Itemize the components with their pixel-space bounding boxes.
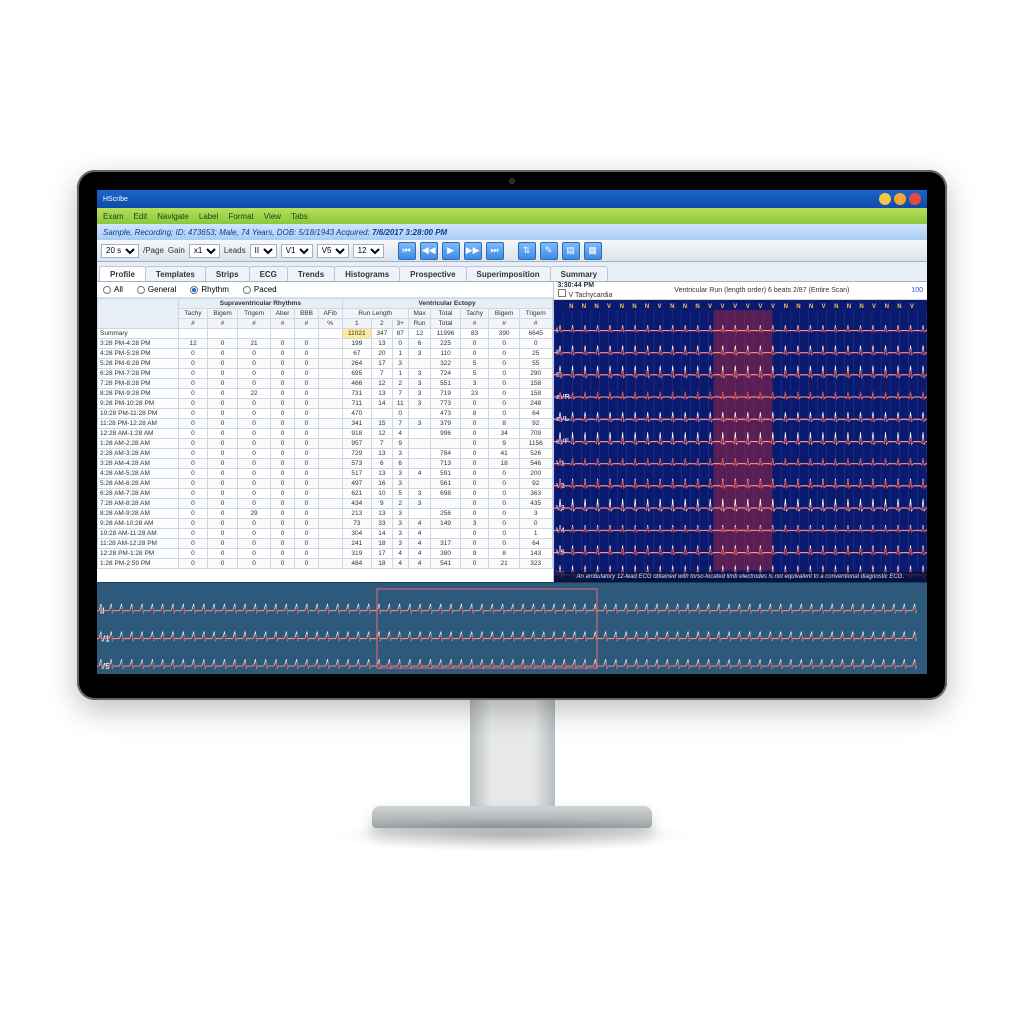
svg-text:N: N <box>783 304 787 310</box>
svg-text:N: N <box>796 304 800 310</box>
svg-text:V: V <box>758 304 762 310</box>
tool-edit-button[interactable]: ✎ <box>540 242 558 260</box>
svg-text:V: V <box>871 304 875 310</box>
svg-text:V: V <box>733 304 737 310</box>
svg-text:N: N <box>682 304 686 310</box>
svg-text:N: N <box>644 304 648 310</box>
menu-item[interactable]: Format <box>228 212 253 221</box>
window-maximize-icon[interactable] <box>894 193 906 205</box>
title-bar: HScribe <box>97 190 927 208</box>
svg-text:V: V <box>771 304 775 310</box>
ecg-panel: 3:30:44 PM V Tachycardia Ventricular Run… <box>554 282 928 582</box>
tab-strips[interactable]: Strips <box>205 266 250 281</box>
svg-text:N: N <box>594 304 598 310</box>
tab-summary[interactable]: Summary <box>550 266 608 281</box>
forward-button[interactable]: ▶▶ <box>464 242 482 260</box>
camera-dot <box>509 178 515 184</box>
tab-superimposition[interactable]: Superimposition <box>466 266 551 281</box>
page-label: /Page <box>143 246 164 255</box>
toolbar: 20 s /Page Gain x1 Leads II V1 V5 12 ⏮ ◀… <box>97 240 927 262</box>
svg-text:V: V <box>707 304 711 310</box>
svg-text:V: V <box>720 304 724 310</box>
svg-text:N: N <box>884 304 888 310</box>
tab-profile[interactable]: Profile <box>99 266 146 281</box>
tool-grid-button[interactable]: ▤ <box>562 242 580 260</box>
rewind-all-button[interactable]: ⏮ <box>398 242 416 260</box>
menu-item[interactable]: Label <box>199 212 219 221</box>
acquired-date: 7/6/2017 3:28:00 PM <box>372 228 447 237</box>
lead1-select[interactable]: II <box>250 244 277 258</box>
lead2-select[interactable]: V1 <box>281 244 313 258</box>
svg-text:V: V <box>909 304 913 310</box>
tool-table-button[interactable]: ▦ <box>584 242 602 260</box>
svg-text:N: N <box>846 304 850 310</box>
menu-item[interactable]: Edit <box>133 212 147 221</box>
play-button[interactable]: ▶ <box>442 242 460 260</box>
rhythm-strip[interactable]: IIV1V5 <box>97 582 927 674</box>
lead-count-select[interactable]: 12 <box>353 244 384 258</box>
svg-text:N: N <box>897 304 901 310</box>
leads-label: Leads <box>224 246 246 255</box>
svg-text:V: V <box>745 304 749 310</box>
radio-all[interactable]: All <box>103 285 123 294</box>
tab-ecg[interactable]: ECG <box>249 266 288 281</box>
gain-label: Gain <box>168 246 185 255</box>
ecg-title: Ventricular Run (length order) 6 beats <box>674 287 791 294</box>
svg-text:N: N <box>632 304 636 310</box>
patient-info: Sample, Recording; ID: 473653; Male, 74 … <box>103 228 370 237</box>
lead3-select[interactable]: V5 <box>317 244 349 258</box>
ecg-disclaimer: An ambulatory 12-lead ECG obtained with … <box>554 572 928 583</box>
ecg-index: 100 <box>911 287 923 294</box>
tab-histograms[interactable]: Histograms <box>334 266 400 281</box>
monitor-shadow <box>332 818 692 852</box>
app-title: HScribe <box>103 196 128 203</box>
radio-rhythm[interactable]: Rhythm <box>190 285 229 294</box>
window-close-icon[interactable] <box>909 193 921 205</box>
radio-general[interactable]: General <box>137 285 176 294</box>
menu-item[interactable]: Exam <box>103 212 123 221</box>
gain-select[interactable]: x1 <box>189 244 220 258</box>
scan-button[interactable]: ⇅ <box>518 242 536 260</box>
svg-text:N: N <box>569 304 573 310</box>
radio-paced[interactable]: Paced <box>243 285 277 294</box>
svg-text:N: N <box>619 304 623 310</box>
main-tabs: Profile Templates Strips ECG Trends Hist… <box>97 262 927 282</box>
svg-text:N: N <box>581 304 585 310</box>
svg-text:N: N <box>859 304 863 310</box>
profile-table: Supraventricular RhythmsVentricular Ecto… <box>97 298 553 569</box>
rewind-button[interactable]: ◀◀ <box>420 242 438 260</box>
patient-info-bar: Sample, Recording; ID: 473653; Male, 74 … <box>97 224 927 240</box>
filter-radios: All General Rhythm Paced <box>97 282 553 298</box>
page-select[interactable]: 20 s <box>101 244 139 258</box>
svg-text:N: N <box>670 304 674 310</box>
svg-text:V: V <box>606 304 610 310</box>
svg-text:N: N <box>695 304 699 310</box>
tab-prospective[interactable]: Prospective <box>399 266 466 281</box>
ecg-12lead-viewer[interactable]: NNNVNNNVNNNVVVVVVNNNVNNNVNNVIIIIIIaVRaVL… <box>554 300 928 583</box>
svg-text:V: V <box>657 304 661 310</box>
monitor-stand <box>470 700 555 810</box>
ecg-count: 2/87 (Entire Scan) <box>793 287 849 294</box>
svg-text:V: V <box>821 304 825 310</box>
menu-bar: Exam Edit Navigate Label Format View Tab… <box>97 208 927 224</box>
menu-item[interactable]: View <box>264 212 281 221</box>
vtach-checkbox[interactable] <box>558 289 566 297</box>
screen: HScribe Exam Edit Navigate Label Format … <box>97 190 927 674</box>
forward-all-button[interactable]: ⏭ <box>486 242 504 260</box>
window-minimize-icon[interactable] <box>879 193 891 205</box>
menu-item[interactable]: Navigate <box>157 212 189 221</box>
tab-templates[interactable]: Templates <box>145 266 206 281</box>
tab-trends[interactable]: Trends <box>287 266 335 281</box>
svg-text:N: N <box>834 304 838 310</box>
ecg-time: 3:30:44 PM <box>558 282 595 289</box>
profile-table-panel: All General Rhythm Paced Supraventricula… <box>97 282 554 582</box>
menu-item[interactable]: Tabs <box>291 212 308 221</box>
svg-text:N: N <box>808 304 812 310</box>
